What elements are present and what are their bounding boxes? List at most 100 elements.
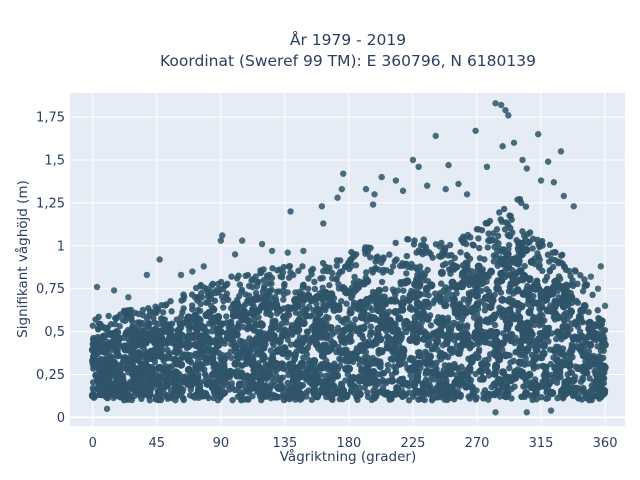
data-point: [292, 382, 301, 391]
data-point: [389, 286, 397, 293]
data-point: [258, 367, 267, 376]
data-point: [407, 371, 414, 379]
data-point: [485, 237, 492, 244]
data-point: [238, 362, 245, 369]
data-point: [459, 269, 468, 278]
data-point: [220, 366, 229, 375]
data-point: [200, 332, 209, 341]
data-point: [99, 324, 107, 331]
data-point: [184, 313, 193, 322]
data-point: [203, 299, 210, 306]
data-point: [274, 267, 281, 274]
data-point: [395, 348, 404, 357]
data-point: [333, 262, 340, 269]
data-point: [317, 361, 326, 370]
data-point: [131, 354, 140, 363]
outlier-point: [415, 163, 422, 171]
data-point: [99, 347, 108, 356]
data-point: [280, 344, 289, 353]
data-point: [280, 263, 288, 271]
data-point: [412, 264, 419, 271]
data-point: [549, 249, 556, 256]
data-point: [521, 262, 528, 270]
data-point: [249, 373, 258, 382]
data-point: [410, 381, 419, 390]
data-point: [478, 374, 487, 383]
data-point: [105, 312, 112, 320]
data-point: [541, 363, 550, 372]
data-point: [106, 354, 115, 363]
data-point: [475, 348, 483, 356]
data-point: [275, 337, 284, 346]
data-point: [485, 355, 492, 363]
data-point: [130, 328, 139, 337]
data-point: [290, 271, 297, 279]
data-point: [333, 275, 340, 283]
data-point: [508, 256, 517, 265]
data-point: [348, 294, 355, 302]
data-point: [455, 323, 464, 332]
data-point: [194, 293, 202, 301]
y-tick-label: 0: [57, 411, 65, 426]
data-point: [560, 331, 569, 340]
data-point: [495, 240, 502, 247]
data-point: [172, 348, 181, 357]
outlier-point: [300, 247, 307, 255]
data-point: [399, 391, 408, 400]
data-point: [206, 337, 215, 346]
data-point: [437, 289, 444, 297]
data-point: [529, 298, 538, 307]
data-point: [223, 313, 230, 320]
data-point: [503, 321, 512, 330]
data-point: [121, 345, 130, 354]
data-point: [415, 327, 424, 336]
data-point: [359, 324, 368, 333]
outlier-point: [103, 405, 111, 413]
data-point: [245, 384, 254, 393]
y-tick-label: 0,25: [36, 368, 65, 383]
data-point: [233, 309, 242, 318]
data-point: [586, 340, 595, 349]
data-point: [559, 284, 568, 293]
data-point: [543, 306, 552, 315]
data-point: [483, 331, 492, 340]
data-point: [228, 354, 235, 361]
data-point: [194, 350, 201, 358]
data-point: [176, 319, 185, 328]
outlier-point: [601, 302, 609, 310]
data-point: [382, 285, 389, 293]
data-point: [351, 273, 358, 281]
data-point: [536, 241, 543, 248]
data-point: [553, 281, 562, 290]
data-point: [428, 368, 437, 377]
x-tick-labels: 0 45 90 135 180 225 270 315 360: [89, 436, 618, 451]
data-point: [490, 311, 499, 320]
data-point: [398, 299, 407, 308]
data-point: [333, 388, 342, 397]
data-point: [581, 368, 590, 377]
data-point: [302, 311, 311, 320]
outlier-point: [110, 287, 118, 294]
data-point: [340, 316, 348, 323]
data-point: [454, 348, 463, 357]
data-point: [590, 331, 599, 340]
data-point: [180, 305, 187, 312]
data-point: [492, 252, 500, 260]
y-tick-label: 1: [57, 239, 65, 254]
data-point: [391, 308, 400, 317]
data-point: [256, 386, 265, 395]
data-point: [427, 388, 436, 397]
data-point: [485, 372, 493, 379]
data-point: [320, 303, 329, 312]
data-point: [157, 334, 166, 343]
data-point: [475, 354, 482, 361]
data-point: [536, 256, 543, 263]
data-point: [268, 280, 275, 287]
x-tick-label: 225: [401, 436, 426, 451]
data-point: [352, 262, 360, 269]
data-point: [486, 303, 495, 312]
data-point: [237, 369, 246, 378]
outlier-point: [177, 271, 185, 279]
data-point: [502, 373, 511, 382]
data-point: [548, 256, 555, 263]
